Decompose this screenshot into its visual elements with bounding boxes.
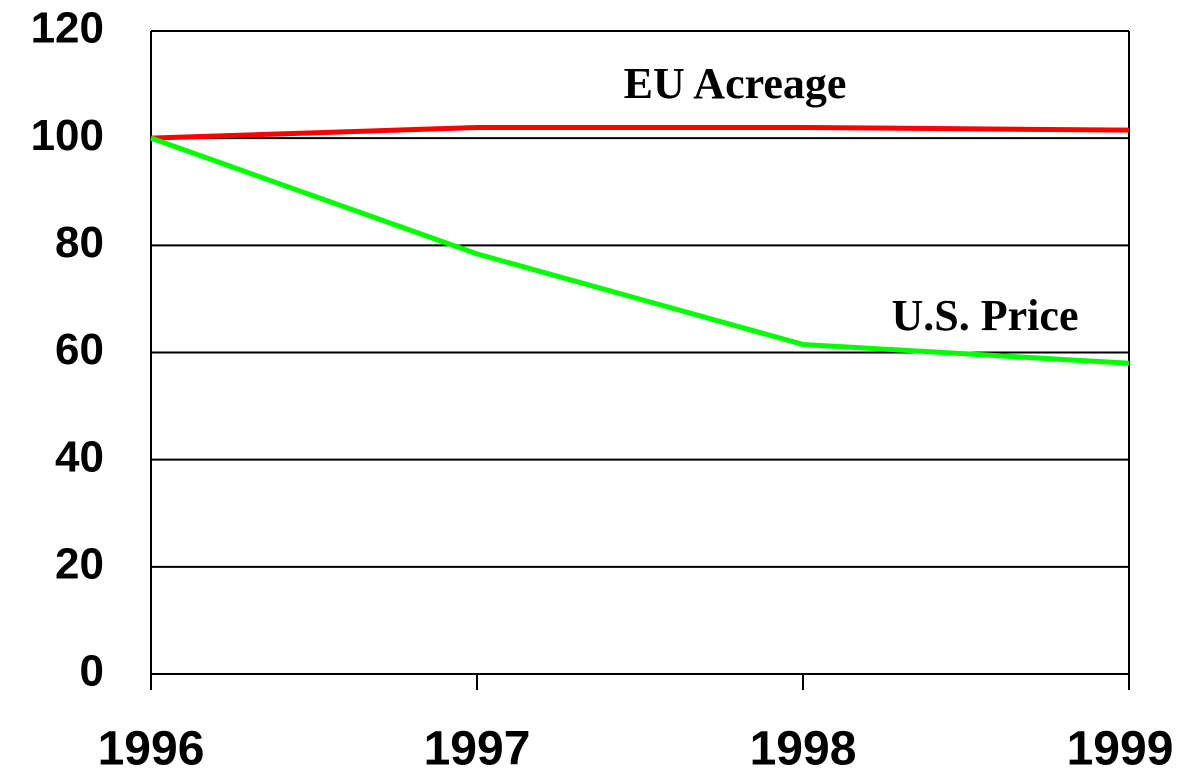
- series-label: U.S. Price: [892, 291, 1079, 340]
- y-tick-label: 120: [31, 4, 104, 53]
- y-tick-label: 20: [55, 539, 104, 588]
- y-tick-label: 40: [55, 432, 104, 481]
- y-tick-label: 0: [80, 647, 104, 696]
- x-tick-label: 1999: [1067, 723, 1174, 776]
- series-line: [150, 135, 1130, 366]
- series-line: [150, 124, 1130, 141]
- x-tick-label: 1996: [98, 723, 205, 776]
- y-tick-label: 60: [55, 325, 104, 374]
- y-tick-label: 100: [31, 111, 104, 160]
- y-tick-label: 80: [55, 218, 104, 267]
- x-tick-label: 1998: [750, 723, 857, 776]
- series-label: EU Acreage: [624, 59, 847, 108]
- x-tick-label: 1997: [424, 723, 531, 776]
